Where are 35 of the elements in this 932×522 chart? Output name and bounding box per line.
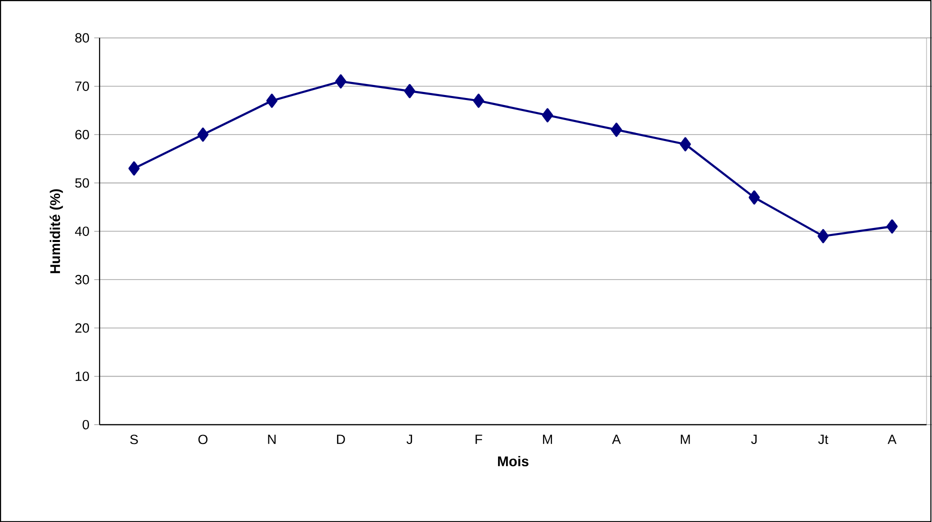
x-tick-label: M (543, 434, 552, 444)
point (818, 228, 829, 244)
y-tick-label: 50 (75, 178, 90, 188)
x-tick-label: M (680, 434, 690, 444)
y-tick-label: 80 (75, 33, 90, 42)
y-tick-label: 0 (82, 420, 90, 430)
x-tick-label: S (130, 434, 138, 444)
x-tick-label: O (198, 434, 208, 444)
x-tick-label: D (337, 434, 345, 444)
x-tick-label: J (751, 434, 757, 444)
x-tick-label: N (268, 434, 276, 444)
y-tick-label: 40 (75, 226, 90, 236)
point (404, 84, 416, 98)
y-tick-label: 20 (75, 323, 90, 333)
point (335, 74, 346, 88)
point (473, 94, 484, 108)
y-axis-title: Humidité (%) (50, 189, 63, 274)
x-tick-label: J (406, 434, 412, 444)
point (886, 219, 898, 234)
x-tick-label: Jt (818, 434, 828, 444)
y-tick-label: 60 (75, 130, 90, 140)
x-tick-label: A (612, 434, 621, 444)
point (542, 108, 554, 122)
x-tick-label: A (888, 434, 896, 444)
y-tick-label: 30 (75, 274, 90, 284)
point (128, 161, 140, 176)
point (680, 137, 691, 152)
point (266, 94, 278, 108)
y-tick-label: 10 (76, 371, 90, 381)
point (748, 190, 760, 204)
y-tick-label: 70 (75, 81, 90, 91)
point (197, 127, 209, 142)
x-axis-title: Mois (498, 456, 528, 466)
x-tick-label: F (476, 434, 482, 444)
point (610, 122, 622, 137)
